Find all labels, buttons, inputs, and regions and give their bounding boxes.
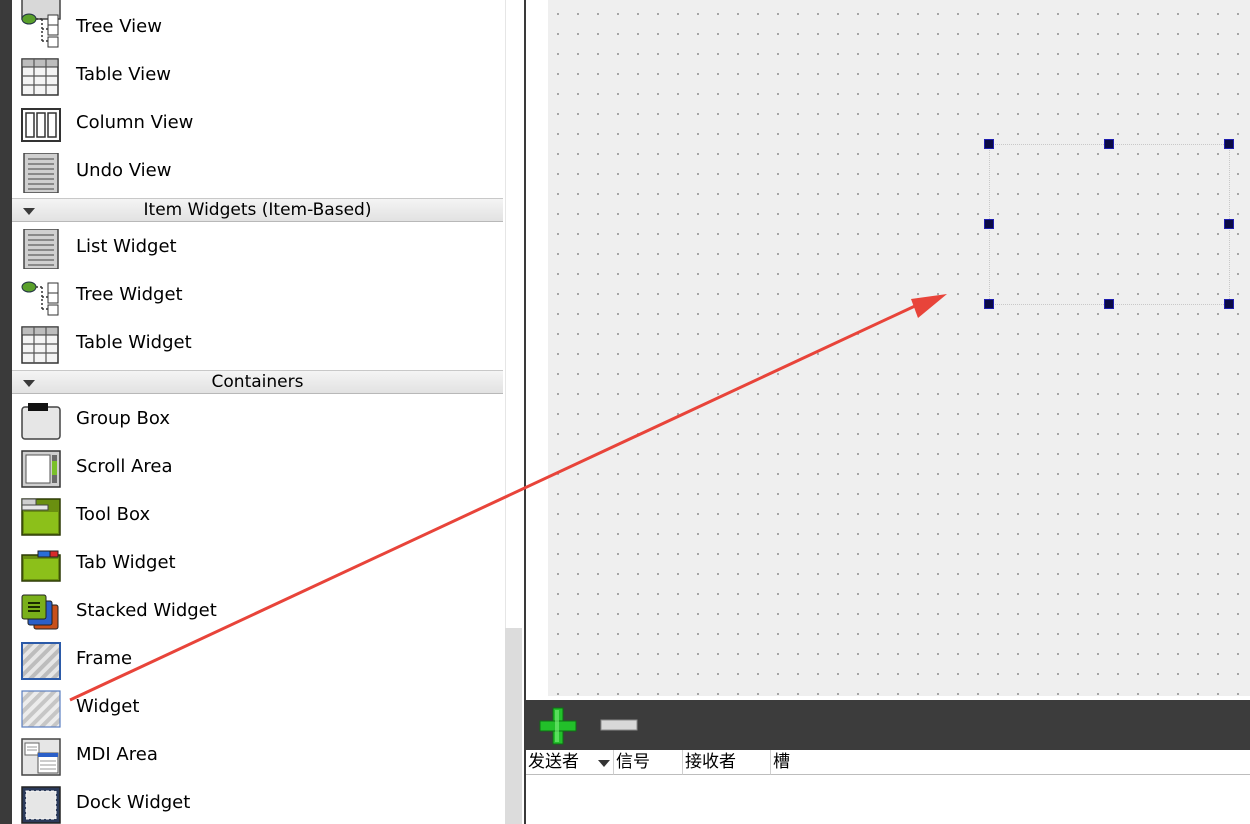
resize-handle-bottom[interactable] [1104, 299, 1114, 309]
widget-item-label: List Widget [76, 236, 177, 257]
widget-item-label: Tree Widget [76, 284, 183, 305]
widget-item-label: Widget [76, 696, 140, 717]
widget-item-label: Stacked Widget [76, 600, 217, 621]
scroll-area-icon [21, 450, 61, 488]
resize-handle-right[interactable] [1224, 219, 1234, 229]
widget-item-undo-view[interactable]: Undo View [12, 148, 503, 196]
widget-item-dock-widget[interactable]: Dock Widget [12, 780, 503, 824]
widget-item-label: Tree View [76, 16, 162, 37]
category-item-widgets[interactable]: Item Widgets (Item-Based) [12, 198, 503, 222]
signal-slot-table[interactable]: 发送者 信号 接收者 槽 [526, 750, 1250, 824]
selected-widget-outline[interactable] [989, 144, 1230, 305]
widget-item-tree-view[interactable]: Tree View [12, 4, 503, 52]
resize-handle-bottom-left[interactable] [984, 299, 994, 309]
widget-item-column-view[interactable]: Column View [12, 100, 503, 148]
mdi-area-icon [21, 738, 61, 776]
widget-item-label: Frame [76, 648, 133, 669]
stacked-widget-icon [21, 594, 59, 630]
category-title: Item Widgets (Item-Based) [143, 200, 372, 220]
widget-box-scrollbar[interactable] [503, 0, 524, 824]
collapse-arrow-icon[interactable] [23, 208, 35, 215]
widget-item-scroll-area[interactable]: Scroll Area [12, 444, 503, 492]
form-editor-area[interactable] [526, 0, 1250, 700]
widget-item-label: Table Widget [76, 332, 192, 353]
widget-item-label: Tool Box [76, 504, 151, 525]
tool-box-icon [21, 498, 61, 536]
resize-handle-bottom-right[interactable] [1224, 299, 1234, 309]
list-widget-icon [23, 229, 59, 269]
table-widget-icon [21, 326, 59, 364]
widget-icon [21, 690, 61, 728]
widget-item-frame[interactable]: Frame [12, 636, 503, 684]
widget-item-tab-widget[interactable]: Tab Widget [12, 540, 503, 588]
resize-handle-top[interactable] [1104, 139, 1114, 149]
widget-item-label: Dock Widget [76, 792, 191, 813]
collapse-arrow-icon[interactable] [23, 380, 35, 387]
widget-item-label: Tab Widget [76, 552, 176, 573]
widget-item-mdi-area[interactable]: MDI Area [12, 732, 503, 780]
column-header-receiver[interactable]: 接收者 [683, 750, 771, 775]
tab-widget-icon [21, 550, 61, 582]
widget-item-group-box[interactable]: Group Box [12, 396, 503, 444]
widget-item-label: Column View [76, 112, 194, 133]
widget-item-stacked-widget[interactable]: Stacked Widget [12, 588, 503, 636]
form-canvas-grid[interactable] [548, 0, 1250, 696]
group-box-icon [21, 403, 61, 440]
resize-handle-top-left[interactable] [984, 139, 994, 149]
dropdown-arrow-icon[interactable] [598, 760, 610, 767]
column-header-slot[interactable]: 槽 [771, 750, 1250, 775]
widget-item-label: Scroll Area [76, 456, 173, 477]
widget-item-label: MDI Area [76, 744, 158, 765]
scrollbar-thumb[interactable] [505, 628, 522, 824]
category-containers[interactable]: Containers [12, 370, 503, 394]
widget-item-widget[interactable]: Widget [12, 684, 503, 732]
resize-handle-top-right[interactable] [1224, 139, 1234, 149]
widget-item-label: Table View [76, 64, 171, 85]
plus-icon[interactable] [538, 706, 578, 746]
widget-item-table-widget[interactable]: Table Widget [12, 320, 503, 368]
widget-box-panel: Tree View Table View Column View Undo Vi… [12, 0, 503, 824]
widget-item-label: Undo View [76, 160, 172, 181]
column-view-icon [21, 108, 61, 142]
widget-item-tree-widget[interactable]: Tree Widget [12, 272, 503, 320]
category-title: Containers [211, 372, 304, 392]
column-header-sender[interactable]: 发送者 [526, 750, 614, 775]
tree-widget-icon [21, 281, 59, 316]
left-dock-edge [0, 0, 12, 824]
undo-view-icon [23, 153, 59, 193]
widget-item-label: Group Box [76, 408, 170, 429]
resize-handle-left[interactable] [984, 219, 994, 229]
widget-item-list-widget[interactable]: List Widget [12, 224, 503, 272]
column-header-signal[interactable]: 信号 [614, 750, 683, 775]
frame-icon [21, 642, 61, 680]
widget-item-tool-box[interactable]: Tool Box [12, 492, 503, 540]
tree-view-icon [21, 13, 59, 48]
widget-item-table-view[interactable]: Table View [12, 52, 503, 100]
table-view-icon [21, 58, 59, 96]
signal-slot-toolbar [526, 700, 1250, 750]
minus-icon[interactable] [600, 718, 638, 732]
dock-widget-icon [21, 786, 61, 824]
